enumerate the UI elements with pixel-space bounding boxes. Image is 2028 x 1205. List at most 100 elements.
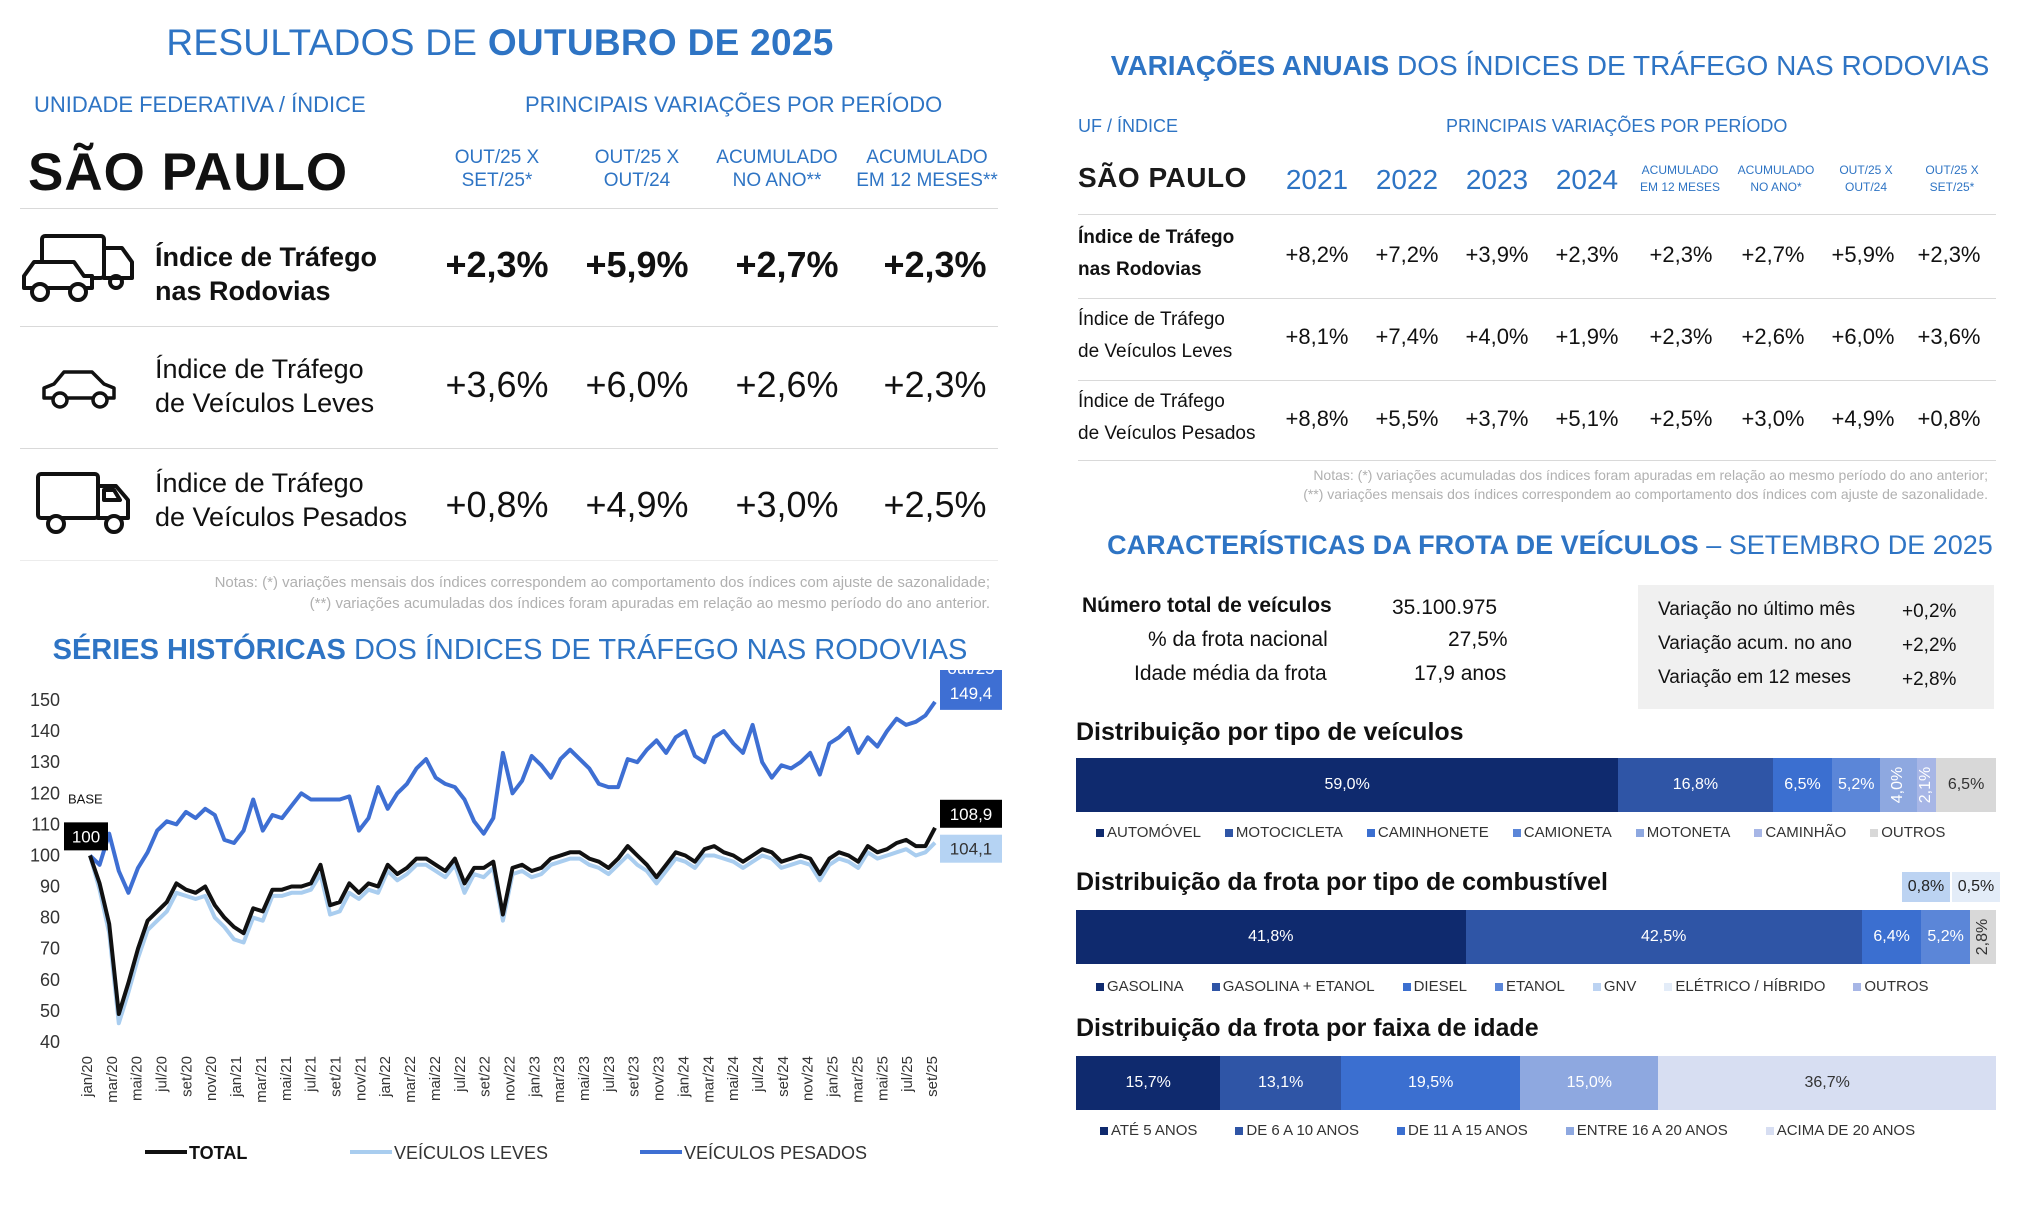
index-name-leves: Índice de Tráfego de Veículos Leves	[155, 354, 375, 418]
legend-swatch	[1853, 982, 1862, 991]
right-index-value: +7,2%	[1375, 242, 1439, 267]
index-name-pesados: Índice de Tráfego de Veículos Pesados	[155, 468, 408, 532]
legend-swatch	[1366, 828, 1375, 837]
legend-swatch	[1096, 982, 1104, 991]
col-head-2: OUT/25 X OUT/24	[594, 147, 680, 191]
right-index-value: +8,2%	[1285, 242, 1349, 267]
leves-end-box	[940, 834, 1002, 863]
dist_fuel-segment: 6,4%	[1861, 910, 1922, 964]
right-index-value: +2,7%	[1741, 242, 1805, 267]
divider	[20, 208, 998, 209]
x-tick-label: mai/24	[725, 1056, 742, 1101]
x-tick-label: nov/21	[352, 1056, 369, 1101]
y-tick-label: 110	[31, 814, 60, 834]
legend-swatch	[1765, 1126, 1774, 1135]
legend-swatch	[1635, 828, 1644, 837]
dist-age-title: Distribuição da frota por faixa de idade	[1076, 1014, 1539, 1042]
value-leves-acum-ano: +2,6%	[735, 364, 839, 405]
var-year-value: +2,2%	[1902, 635, 1957, 656]
value-leves-ano: +6,0%	[585, 364, 689, 405]
right-index-value: +2,3%	[1917, 242, 1981, 267]
x-tick-label: set/23	[626, 1056, 643, 1097]
x-tick-label: mar/22	[402, 1056, 419, 1103]
dist_fuel-legend-item: OUTROS	[1853, 978, 1929, 995]
legend-swatch	[1235, 1126, 1244, 1135]
right-index-value: +2,6%	[1741, 324, 1805, 349]
x-tick-label: set/25	[924, 1056, 941, 1097]
x-tick-label: mar/20	[104, 1056, 121, 1103]
x-tick-label: jan/25	[825, 1056, 842, 1098]
right-index-value: +3,7%	[1465, 406, 1529, 431]
y-tick-label: 70	[40, 939, 60, 959]
right-index-name: Índice de Tráfego nas Rodovias	[1078, 227, 1235, 280]
var-12m-label: Variação em 12 meses	[1658, 667, 1851, 688]
legend-swatch	[1870, 828, 1879, 837]
dist_type-segment: 6,5%	[1772, 758, 1833, 812]
legend-swatch	[1664, 982, 1673, 991]
y-tick-label: 50	[40, 1001, 60, 1021]
dist_fuel-legend-item: GASOLINA	[1096, 978, 1184, 995]
x-tick-label: mai/20	[129, 1056, 146, 1101]
gnv-share-box: 0,8%	[1902, 872, 1950, 902]
total-end-box	[940, 799, 1002, 828]
x-tick-label: jul/25	[899, 1056, 916, 1093]
year-2023: 2023	[1465, 164, 1529, 195]
base-label: BASE	[68, 791, 103, 806]
divider	[1078, 380, 1996, 381]
x-tick-label: jul/20	[154, 1056, 171, 1093]
dist-type-legend: AUTOMÓVEL MOTOCICLETA CAMINHONETE CAMIONETA…	[1096, 824, 1969, 841]
year-2024: 2024	[1555, 164, 1619, 195]
x-tick-label: jan/24	[675, 1056, 692, 1098]
fleet-title: CARACTERÍSTICAS DA FROTA DE VEÍCULOS – S…	[1107, 530, 1993, 560]
annual-variations-title: VARIAÇÕES ANUAIS DOS ÍNDICES DE TRÁFEGO …	[1110, 50, 1990, 81]
divider	[1078, 214, 1996, 215]
right-index-value: +8,8%	[1285, 406, 1349, 431]
legend-swatch	[1592, 982, 1601, 991]
legend-swatch	[1096, 828, 1104, 837]
x-tick-label: nov/22	[501, 1056, 518, 1101]
var-12m-value: +2,8%	[1902, 669, 1957, 690]
dist_fuel-legend-item: GASOLINA + ETANOL	[1211, 978, 1375, 995]
right-index-value: +1,9%	[1555, 324, 1619, 349]
y-tick-label: 90	[40, 877, 60, 897]
x-tick-label: jan/23	[526, 1056, 543, 1098]
y-tick-label: 150	[30, 690, 60, 710]
dist-fuel-bar: 41,8% 42,5% 6,4% 5,2% 2,8%	[1076, 910, 1996, 964]
fleet-age-label: Idade média da frota	[1134, 662, 1327, 685]
y-tick-label: 140	[30, 721, 60, 741]
x-tick-label: set/22	[477, 1056, 494, 1097]
value-rodovias-12m: +2,3%	[883, 244, 987, 285]
x-tick-label: nov/20	[203, 1056, 220, 1101]
index-name-rodovias: Índice de Tráfego nas Rodovias	[155, 242, 378, 306]
dist_type-segment: 2,1%	[1916, 758, 1937, 812]
legend-swatch	[1565, 1126, 1574, 1135]
pesados-end-value: 149,4	[950, 684, 993, 703]
periods-label: PRINCIPAIS VARIAÇÕES POR PERÍODO	[525, 92, 943, 117]
x-tick-label: mai/22	[427, 1056, 444, 1101]
x-tick-label: jan/22	[377, 1056, 394, 1098]
dist_type-legend-item: AUTOMÓVEL	[1096, 824, 1201, 841]
dist_age-segment: 36,7%	[1658, 1056, 1996, 1110]
legend-total: TOTAL	[189, 1143, 247, 1163]
fleet-share-value: 27,5%	[1448, 628, 1508, 651]
dist_age-segment: 15,7%	[1076, 1056, 1221, 1110]
y-tick-label: 60	[40, 970, 60, 990]
dist_age-legend-item: ACIMA DE 20 ANOS	[1765, 1122, 1915, 1139]
legend-swatch	[1494, 982, 1503, 991]
dist_type-segment: 4,0%	[1880, 758, 1917, 812]
dist_type-legend-item: MOTOCICLETA	[1224, 824, 1343, 841]
legend-leves: VEÍCULOS LEVES	[394, 1143, 548, 1163]
x-tick-label: jul/22	[452, 1056, 469, 1093]
legend-swatch	[1224, 828, 1233, 837]
x-tick-label: mar/21	[253, 1056, 270, 1103]
y-tick-label: 100	[30, 845, 60, 865]
x-tick-label: set/21	[327, 1056, 344, 1097]
head-acum-12m: ACUMULADO EM 12 MESES	[1639, 163, 1721, 194]
leves-end-value: 104,1	[950, 840, 993, 859]
fleet-total-value: 35.100.975	[1392, 596, 1498, 619]
dist_fuel-segment: 42,5%	[1465, 910, 1862, 964]
state-title-right: SÃO PAULO	[1078, 162, 1247, 193]
x-tick-label: jul/24	[750, 1056, 767, 1093]
value-rodovias-mes: +2,3%	[445, 244, 549, 285]
dist_fuel-segment: 41,8%	[1076, 910, 1466, 964]
